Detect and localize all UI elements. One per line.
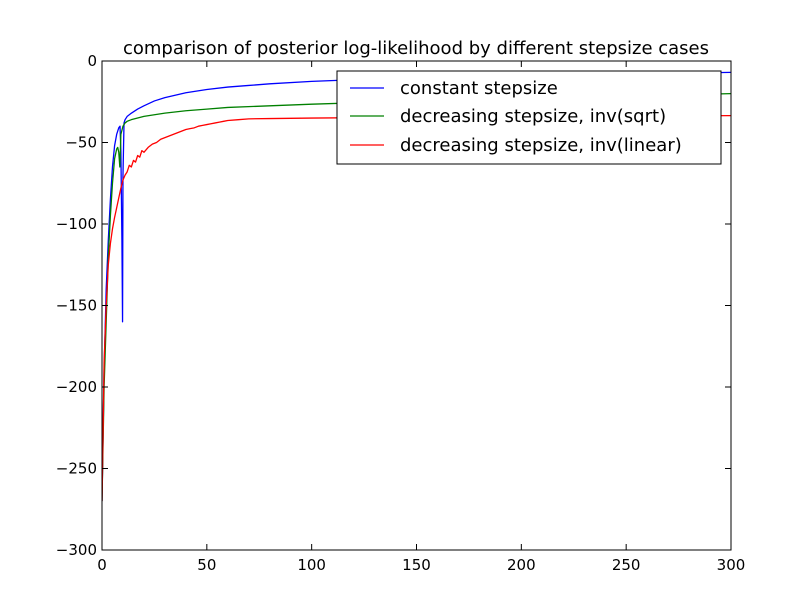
x-tick-label: 250 bbox=[612, 556, 641, 574]
x-tick-label: 300 bbox=[717, 556, 746, 574]
y-tick-label: 0 bbox=[87, 52, 97, 70]
x-tick-label: 150 bbox=[402, 556, 431, 574]
axis-ticks bbox=[101, 60, 732, 551]
series-line-decreasing-stepsize-inv-sqrt bbox=[102, 92, 731, 502]
y-tick-label: −150 bbox=[56, 297, 97, 315]
x-tick-label: 100 bbox=[297, 556, 326, 574]
y-axis-tick-labels: 0 −50 −100 −150 −200 −250 −300 bbox=[56, 52, 97, 559]
x-tick-label: 50 bbox=[197, 556, 216, 574]
y-tick-label: −50 bbox=[65, 134, 97, 152]
chart-title: comparison of posterior log-likelihood b… bbox=[123, 38, 709, 59]
legend-label-inv-sqrt: decreasing stepsize, inv(sqrt) bbox=[400, 106, 666, 127]
series-line-constant-stepsize bbox=[102, 71, 731, 502]
x-tick-label: 200 bbox=[507, 556, 536, 574]
legend: constant stepsize decreasing stepsize, i… bbox=[336, 70, 722, 165]
y-tick-label: −300 bbox=[56, 541, 97, 559]
x-axis-tick-labels: 0 50 100 150 200 250 300 bbox=[97, 556, 745, 574]
x-tick-label: 0 bbox=[97, 556, 107, 574]
y-tick-label: −100 bbox=[56, 215, 97, 233]
legend-label-inv-linear: decreasing stepsize, inv(linear) bbox=[400, 135, 682, 156]
legend-label-constant-stepsize: constant stepsize bbox=[400, 78, 558, 99]
series-layer bbox=[102, 71, 731, 502]
y-tick-label: −250 bbox=[56, 460, 97, 478]
legend-box bbox=[336, 70, 722, 165]
series-line-decreasing-stepsize-inv-linear bbox=[102, 114, 731, 502]
y-tick-label: −200 bbox=[56, 378, 97, 396]
